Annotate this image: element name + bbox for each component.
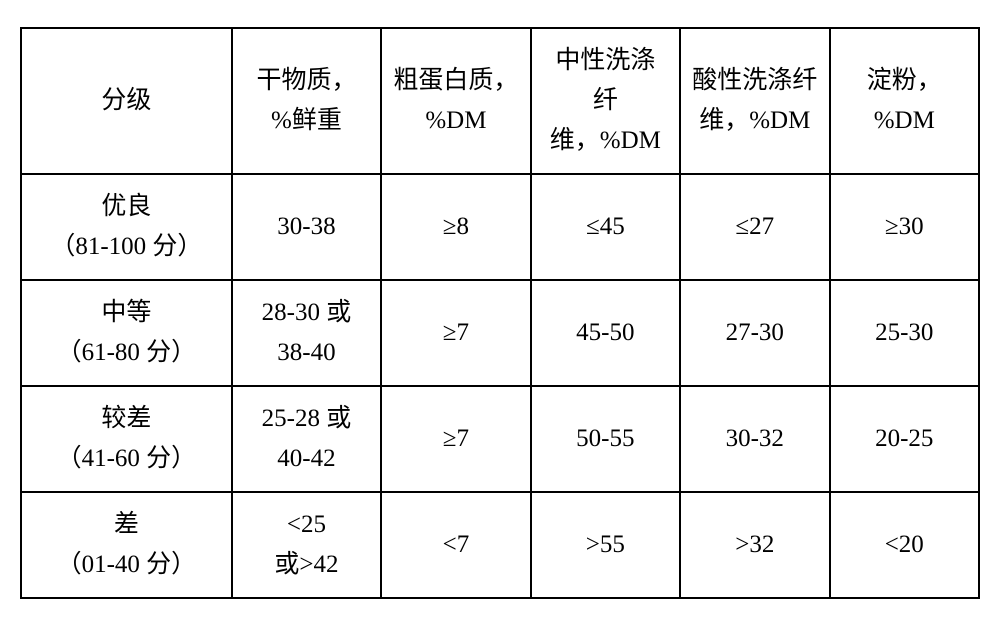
- cell-dm: 28-30 或 38-40: [232, 280, 381, 386]
- col-crude-protein: 粗蛋白质， %DM: [381, 28, 530, 174]
- table-row: 差 （01-40 分） <25 或>42 <7 >55 >32 <20: [21, 492, 979, 598]
- cell-starch: 20-25: [830, 386, 980, 492]
- col-adf-l1: 酸性洗涤纤: [692, 67, 817, 94]
- cell-ndf: ≤45: [531, 174, 680, 280]
- cell-dm-l2: 40-42: [277, 445, 335, 472]
- cell-cp: ≥8: [381, 174, 530, 280]
- col-ndf-l3: 维，%DM: [550, 127, 661, 154]
- col-ndf-l1: 中性洗涤: [555, 47, 655, 74]
- col-cp-l1: 粗蛋白质，: [393, 67, 518, 94]
- cell-adf: 30-32: [680, 386, 829, 492]
- grade-name: 优良: [101, 193, 151, 220]
- cell-dm-l2: 或>42: [274, 551, 338, 578]
- cell-starch: <20: [830, 492, 980, 598]
- col-starch-l2: %DM: [874, 107, 935, 134]
- cell-adf: >32: [680, 492, 829, 598]
- cell-dm: <25 或>42: [232, 492, 381, 598]
- table-row: 中等 （61-80 分） 28-30 或 38-40 ≥7 45-50 27-3…: [21, 280, 979, 386]
- col-ndf: 中性洗涤 纤 维，%DM: [531, 28, 680, 174]
- cell-cp: ≥7: [381, 280, 530, 386]
- cell-grade: 差 （01-40 分）: [21, 492, 232, 598]
- cell-dm-l1: 28-30 或: [262, 299, 352, 326]
- table-row: 较差 （41-60 分） 25-28 或 40-42 ≥7 50-55 30-3…: [21, 386, 979, 492]
- cell-grade: 优良 （81-100 分）: [21, 174, 232, 280]
- grade-score: （61-80 分）: [57, 339, 197, 366]
- table-row: 优良 （81-100 分） 30-38 ≥8 ≤45 ≤27 ≥30: [21, 174, 979, 280]
- cell-ndf: >55: [531, 492, 680, 598]
- cell-adf: ≤27: [680, 174, 829, 280]
- grading-table-container: 分级 干物质， %鲜重 粗蛋白质， %DM 中性洗涤 纤 维，%DM 酸性洗涤纤…: [20, 27, 980, 599]
- grade-score: （01-40 分）: [57, 551, 197, 578]
- grade-name: 中等: [101, 299, 151, 326]
- col-adf: 酸性洗涤纤 维，%DM: [680, 28, 829, 174]
- cell-starch: 25-30: [830, 280, 980, 386]
- grading-table: 分级 干物质， %鲜重 粗蛋白质， %DM 中性洗涤 纤 维，%DM 酸性洗涤纤…: [20, 27, 980, 599]
- grade-name: 差: [114, 511, 139, 538]
- cell-cp: <7: [381, 492, 530, 598]
- cell-adf: 27-30: [680, 280, 829, 386]
- col-dm-l2: %鲜重: [271, 107, 342, 134]
- cell-grade: 较差 （41-60 分）: [21, 386, 232, 492]
- col-ndf-l2: 纤: [593, 87, 618, 114]
- cell-dm-l2: 38-40: [277, 339, 335, 366]
- col-dry-matter: 干物质， %鲜重: [232, 28, 381, 174]
- col-starch: 淀粉， %DM: [830, 28, 980, 174]
- cell-dm-l1: 25-28 或: [262, 405, 352, 432]
- table-header-row: 分级 干物质， %鲜重 粗蛋白质， %DM 中性洗涤 纤 维，%DM 酸性洗涤纤…: [21, 28, 979, 174]
- col-grade: 分级: [21, 28, 232, 174]
- cell-ndf: 50-55: [531, 386, 680, 492]
- col-starch-l1: 淀粉，: [867, 67, 942, 94]
- cell-dm: 30-38: [232, 174, 381, 280]
- grade-name: 较差: [101, 405, 151, 432]
- cell-grade: 中等 （61-80 分）: [21, 280, 232, 386]
- cell-dm: 25-28 或 40-42: [232, 386, 381, 492]
- cell-ndf: 45-50: [531, 280, 680, 386]
- cell-starch: ≥30: [830, 174, 980, 280]
- cell-cp: ≥7: [381, 386, 530, 492]
- col-cp-l2: %DM: [425, 107, 486, 134]
- cell-dm-l1: <25: [287, 511, 326, 538]
- grade-score: （41-60 分）: [57, 445, 197, 472]
- col-adf-l2: 维，%DM: [699, 107, 810, 134]
- col-dm-l1: 干物质，: [256, 67, 356, 94]
- grade-score: （81-100 分）: [50, 233, 202, 260]
